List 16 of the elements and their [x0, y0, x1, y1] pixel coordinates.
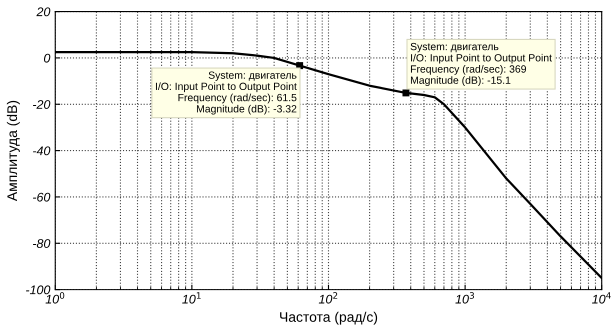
x-axis-title: Частота (рад/с): [280, 312, 378, 325]
y-tick-label: -100: [26, 285, 50, 294]
x-tick-label: 10$^{1}$: [182, 292, 201, 304]
x-tick-label: 10$^{0}$: [46, 292, 64, 304]
x-tick-label: 10$^{2}$: [318, 292, 338, 304]
y-tick-label: 0: [44, 54, 50, 63]
y-tick-label: -40: [32, 146, 50, 156]
annotation: System: двигатель I/O: Input Point to Output Point Frequency (rad/sec): 61.5 Magnitude (dB): -3.32: [156, 71, 297, 115]
x-tick-label: 10$^{4}$: [592, 292, 611, 304]
y-axis-title: Амплитуда (dB): [6, 100, 20, 202]
y-tick-label: -20: [32, 100, 50, 109]
annotation: System: двигатель I/O: Input Point to Output Point Frequency (rad/sec): 369 Magnitude (dB): -15.1: [410, 42, 552, 86]
y-tick-label: -80: [32, 239, 50, 248]
y-tick-label: -60: [32, 192, 50, 202]
x-tick-label: 10$^{3}$: [455, 292, 474, 304]
y-tick-label: 20: [36, 7, 50, 16]
